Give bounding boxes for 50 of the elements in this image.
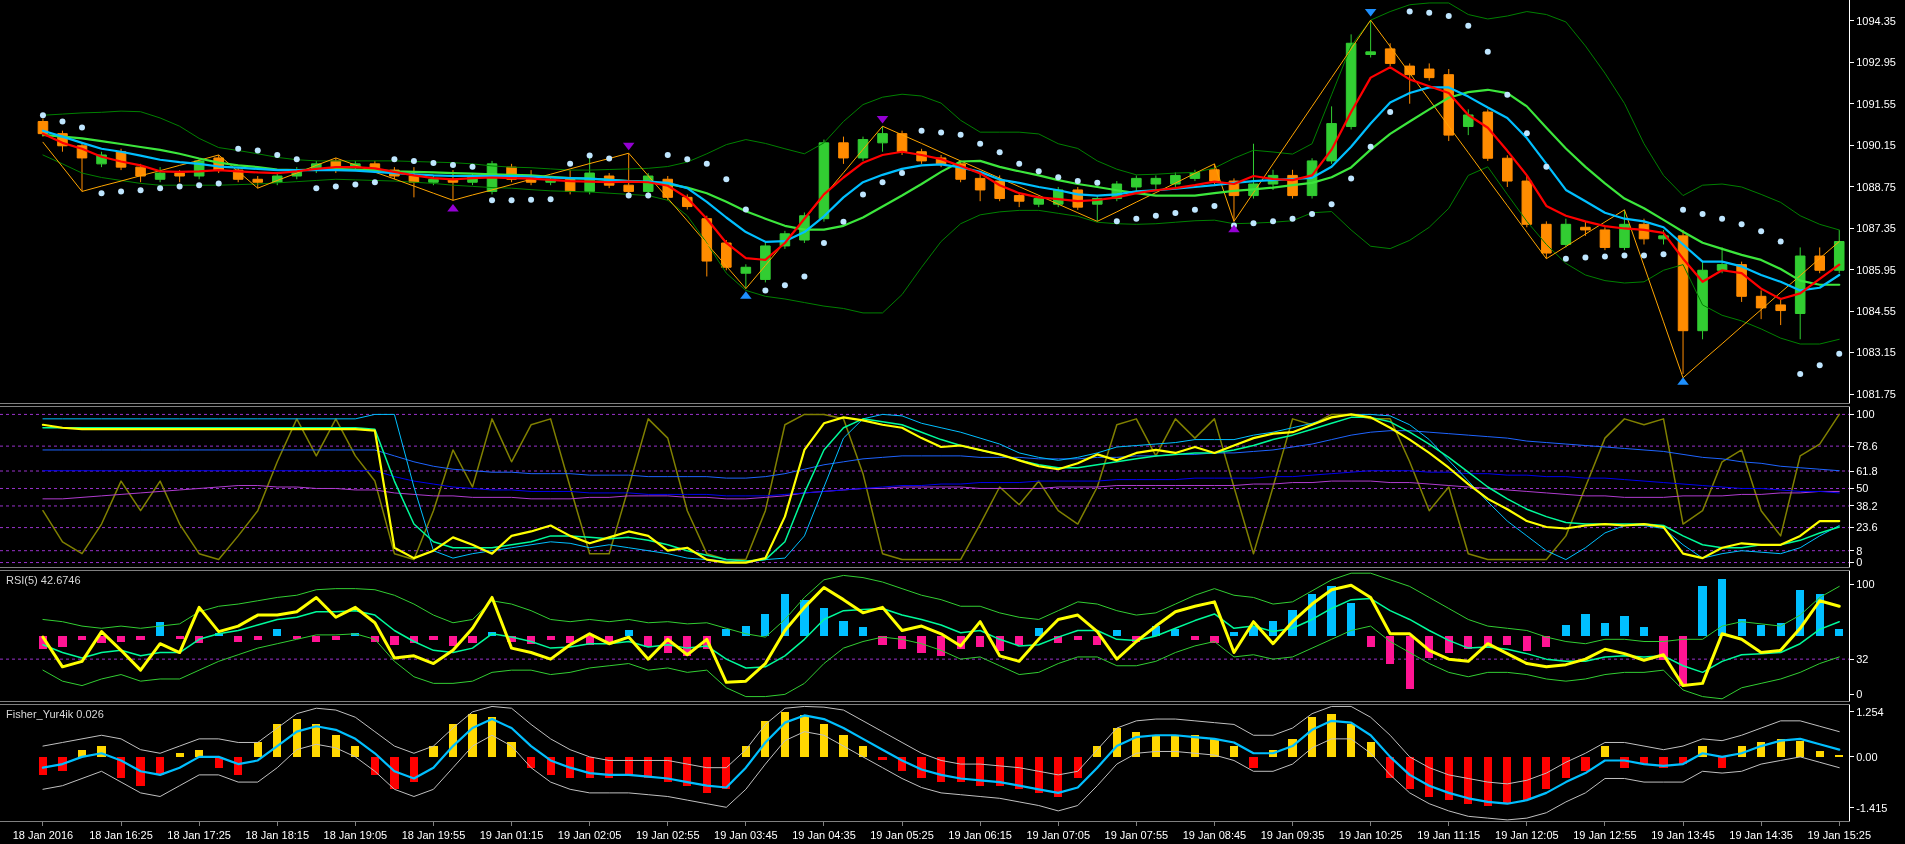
y-tick-label: 38.2	[1856, 499, 1878, 512]
chart-title: RSI(5) 42.6746	[6, 574, 81, 586]
y-tick-label: 1083.15	[1856, 346, 1896, 359]
x-tick-label: 18 Jan 19:55	[401, 829, 466, 842]
x-tick-label: 19 Jan 07:05	[1026, 829, 1091, 842]
y-tick-label: 1092.95	[1856, 56, 1896, 69]
x-tick-label: 19 Jan 14:35	[1729, 829, 1793, 842]
y-tick-label: 1090.15	[1856, 139, 1896, 152]
y-tick-label: 23.6	[1856, 521, 1878, 534]
y-tick-label: 1081.75	[1856, 387, 1896, 400]
y-tick-label: 1084.55	[1856, 304, 1896, 317]
y-tick-label: 1.254	[1856, 705, 1884, 718]
x-tick-label: 19 Jan 02:05	[557, 829, 622, 842]
y-tick-label: 50	[1856, 482, 1869, 495]
x-tick-label: 18 Jan 16:25	[89, 829, 153, 842]
y-tick-label: 1091.55	[1856, 97, 1896, 110]
x-tick-label: 19 Jan 05:25	[870, 829, 934, 842]
y-tick-label: 8	[1856, 544, 1863, 557]
x-tick-label: 18 Jan 19:05	[323, 829, 388, 842]
x-tick-label: 19 Jan 07:55	[1104, 829, 1169, 842]
x-tick-label: 19 Jan 11:15	[1417, 829, 1481, 842]
x-tick-label: 19 Jan 04:35	[792, 829, 856, 842]
x-tick-label: 19 Jan 08:45	[1182, 829, 1247, 842]
y-tick-label: 0.00	[1856, 750, 1878, 763]
x-tick-label: 19 Jan 03:45	[714, 829, 778, 842]
x-tick-label: 19 Jan 15:25	[1807, 829, 1872, 842]
y-tick-label: 0	[1856, 688, 1863, 701]
x-tick-label: 19 Jan 01:15	[479, 829, 544, 842]
y-tick-label: 100	[1856, 408, 1875, 421]
y-tick-label: 1088.75	[1856, 180, 1896, 193]
x-tick-label: 19 Jan 02:55	[635, 829, 700, 842]
x-tick-label: 18 Jan 18:15	[245, 829, 310, 842]
y-tick-label: 61.8	[1856, 464, 1878, 477]
x-tick-label: 19 Jan 09:35	[1260, 829, 1325, 842]
x-tick-label: 18 Jan 2016	[12, 829, 74, 842]
x-tick-label: 18 Jan 17:25	[167, 829, 231, 842]
x-tick-label: 19 Jan 13:45	[1651, 829, 1715, 842]
y-tick-label: 0	[1856, 556, 1863, 569]
y-tick-label: -1.415	[1856, 801, 1888, 814]
x-tick-label: 19 Jan 12:05	[1495, 829, 1559, 842]
x-tick-label: 19 Jan 12:55	[1573, 829, 1637, 842]
y-tick-label: 100	[1856, 578, 1875, 591]
x-tick-label: 19 Jan 06:15	[948, 829, 1012, 842]
y-tick-label: 1085.95	[1856, 263, 1896, 276]
y-tick-label: 78.6	[1856, 439, 1878, 452]
x-tick-label: 19 Jan 10:25	[1338, 829, 1403, 842]
y-tick-label: 1094.35	[1856, 14, 1896, 27]
y-tick-label: 32	[1856, 652, 1869, 665]
chart-title: Fisher_Yur4ik 0.026	[6, 708, 104, 720]
y-tick-label: 1087.35	[1856, 222, 1896, 235]
